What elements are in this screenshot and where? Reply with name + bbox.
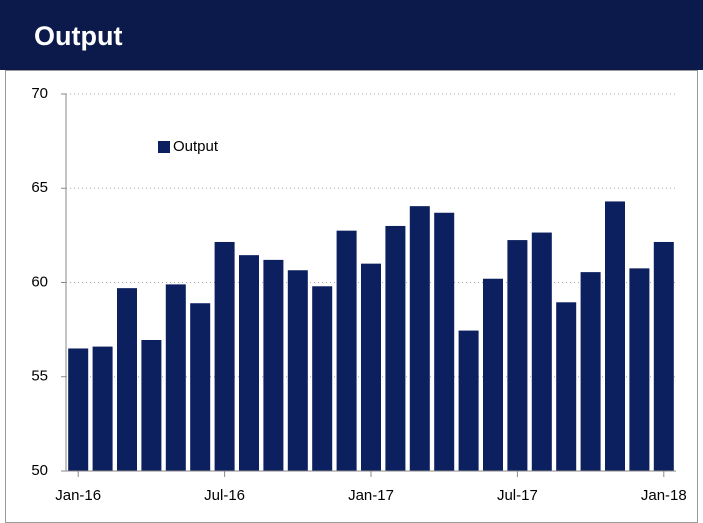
- bar: [653, 241, 674, 471]
- bar: [238, 255, 260, 471]
- bar: [604, 201, 626, 471]
- x-tick-label: Jan-16: [55, 487, 101, 504]
- bar: [312, 286, 333, 471]
- bar: [482, 278, 504, 471]
- chart-title: Output: [34, 21, 122, 51]
- bar: [385, 225, 406, 471]
- x-tick-label: Jul-16: [204, 487, 245, 504]
- x-tick-label: Jul-17: [497, 487, 538, 504]
- bar: [214, 241, 235, 471]
- bar: [531, 232, 552, 471]
- bar: [263, 259, 284, 471]
- legend-label: Output: [173, 138, 219, 155]
- bar: [141, 339, 162, 471]
- legend-swatch: [158, 141, 170, 153]
- y-tick-label: 70: [31, 85, 48, 102]
- bar: [165, 284, 186, 471]
- header-band: [0, 0, 703, 70]
- x-tick-label: Jan-17: [348, 487, 394, 504]
- bar: [336, 230, 357, 471]
- y-tick-label: 65: [31, 179, 48, 196]
- bar: [556, 302, 577, 471]
- bar: [507, 240, 528, 471]
- bar: [360, 263, 382, 471]
- bar: [116, 288, 138, 471]
- y-tick-label: 60: [31, 273, 48, 290]
- bar: [580, 272, 601, 471]
- bar: [287, 270, 308, 471]
- y-tick-label: 55: [31, 368, 48, 385]
- bar: [409, 206, 430, 471]
- bar: [458, 330, 479, 471]
- bar: [68, 348, 89, 471]
- bar: [92, 346, 113, 471]
- bar: [190, 303, 211, 471]
- x-tick-label: Jan-18: [641, 487, 687, 504]
- bar: [629, 268, 650, 471]
- bar: [434, 212, 455, 471]
- y-tick-label: 50: [31, 462, 48, 479]
